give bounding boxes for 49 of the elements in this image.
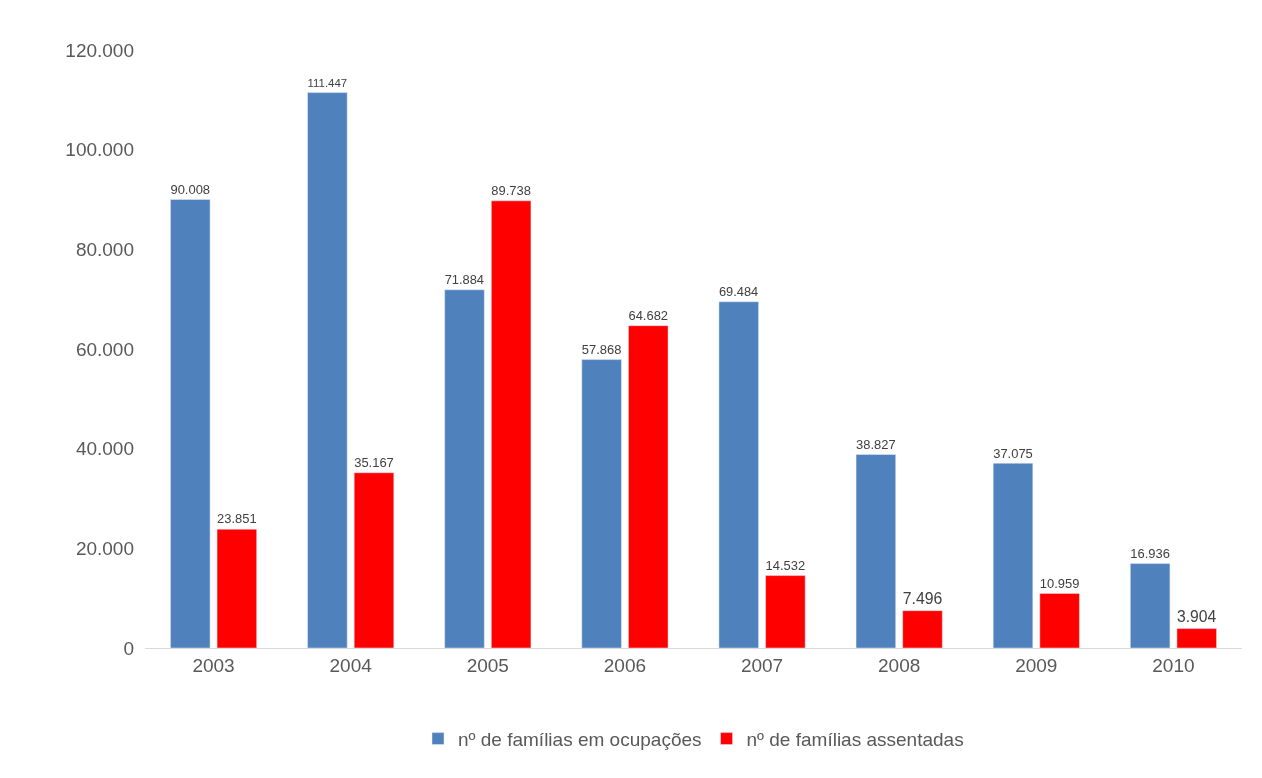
- data-label: 71.884: [444, 272, 485, 288]
- bar: [902, 610, 943, 648]
- x-tick-label: 2007: [740, 654, 784, 676]
- y-tick-label: 60.000: [75, 338, 134, 360]
- legend-label: nº de famílias assentadas: [746, 729, 964, 751]
- bar: [1130, 563, 1171, 648]
- bar: [992, 462, 1034, 648]
- data-label: 90.008: [170, 181, 211, 197]
- y-tick-label: 20.000: [75, 537, 134, 559]
- x-tick-label: 2010: [1152, 654, 1195, 676]
- x-tick-label: 2009: [1015, 654, 1058, 676]
- bar: [718, 301, 759, 648]
- data-label: 10.959: [1039, 575, 1080, 591]
- data-label: 69.484: [718, 284, 759, 300]
- y-tick-label: 40.000: [75, 438, 134, 460]
- x-tick-label: 2004: [329, 654, 373, 676]
- legend-label: nº de famílias em ocupações: [458, 729, 702, 751]
- bar: [765, 575, 806, 648]
- x-tick-label: 2008: [878, 654, 921, 676]
- data-label: 89.738: [491, 183, 531, 199]
- data-label: 37.075: [993, 445, 1033, 461]
- bar: [628, 325, 669, 648]
- data-label: 23.851: [217, 511, 257, 527]
- bar: [1039, 593, 1080, 648]
- y-tick-label: 80.000: [75, 238, 134, 260]
- x-tick-label: 2005: [466, 654, 509, 676]
- bar: [444, 289, 485, 648]
- bar: [353, 472, 395, 648]
- bar: [170, 199, 211, 648]
- data-label: 7.496: [902, 590, 943, 608]
- x-tick-label: 2003: [192, 654, 235, 676]
- data-label: 111.447: [307, 77, 348, 90]
- data-label: 16.936: [1130, 545, 1170, 561]
- bar: [855, 454, 896, 648]
- y-tick-label: 0: [123, 637, 134, 659]
- bar: [581, 359, 622, 648]
- data-label: 38.827: [856, 436, 896, 452]
- y-tick-label: 120.000: [65, 39, 134, 61]
- data-label: 57.868: [581, 341, 622, 357]
- bar: [491, 200, 532, 648]
- data-label: 3.904: [1176, 608, 1217, 626]
- data-label: 64.682: [628, 307, 669, 323]
- bar: [307, 92, 348, 648]
- y-tick-label: 100.000: [65, 139, 134, 161]
- data-label: 35.167: [354, 455, 394, 471]
- x-tick-label: 2006: [603, 654, 647, 676]
- bar: [1176, 628, 1217, 648]
- data-label: 14.532: [765, 557, 806, 573]
- bar: [216, 528, 257, 648]
